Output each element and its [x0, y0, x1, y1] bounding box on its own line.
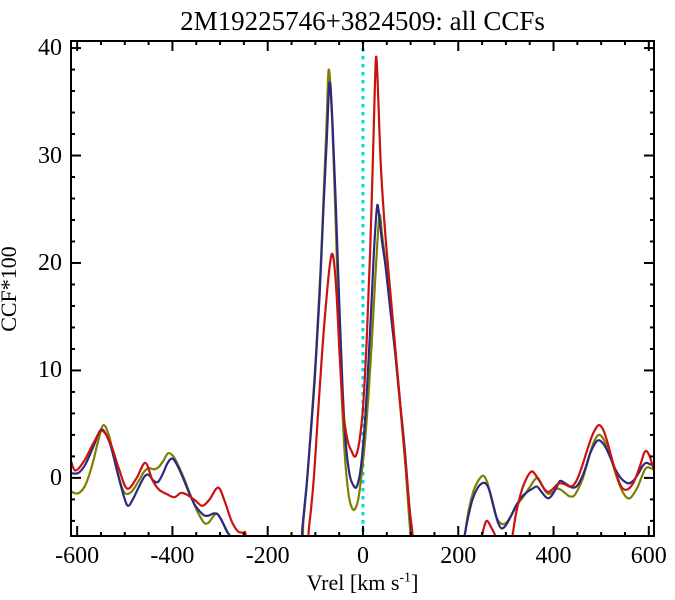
- x-axis-label-text: Vrel [km s: [306, 570, 400, 595]
- y-tick-label: 10: [38, 357, 62, 384]
- x-axis-label-bracket: ]: [411, 570, 419, 595]
- x-tick-label: -400: [150, 543, 195, 569]
- x-axis-label-superscript: -1: [399, 570, 412, 586]
- ccf-olive-curve: [70, 68, 655, 537]
- x-tick-label: 400: [535, 543, 572, 569]
- plot-frame: [70, 40, 655, 537]
- x-tick-label: 600: [630, 543, 667, 569]
- y-tick-label: 30: [38, 142, 62, 169]
- ccf-red-curve: [70, 55, 655, 537]
- plot-title: 2M19225746+3824509: all CCFs: [180, 6, 545, 36]
- x-tick-label: 200: [440, 543, 477, 569]
- x-tick-label: -600: [55, 543, 100, 569]
- x-axis-label: Vrel [km s-1]: [70, 570, 655, 596]
- y-tick-label: 20: [38, 249, 62, 276]
- plot-area: [70, 40, 655, 537]
- x-tick-label: 0: [356, 543, 369, 569]
- ccf-navy-curve: [70, 81, 655, 537]
- y-tick-label: 0: [50, 464, 62, 491]
- x-tick-label: -200: [245, 543, 290, 569]
- y-tick-label: 40: [38, 35, 62, 62]
